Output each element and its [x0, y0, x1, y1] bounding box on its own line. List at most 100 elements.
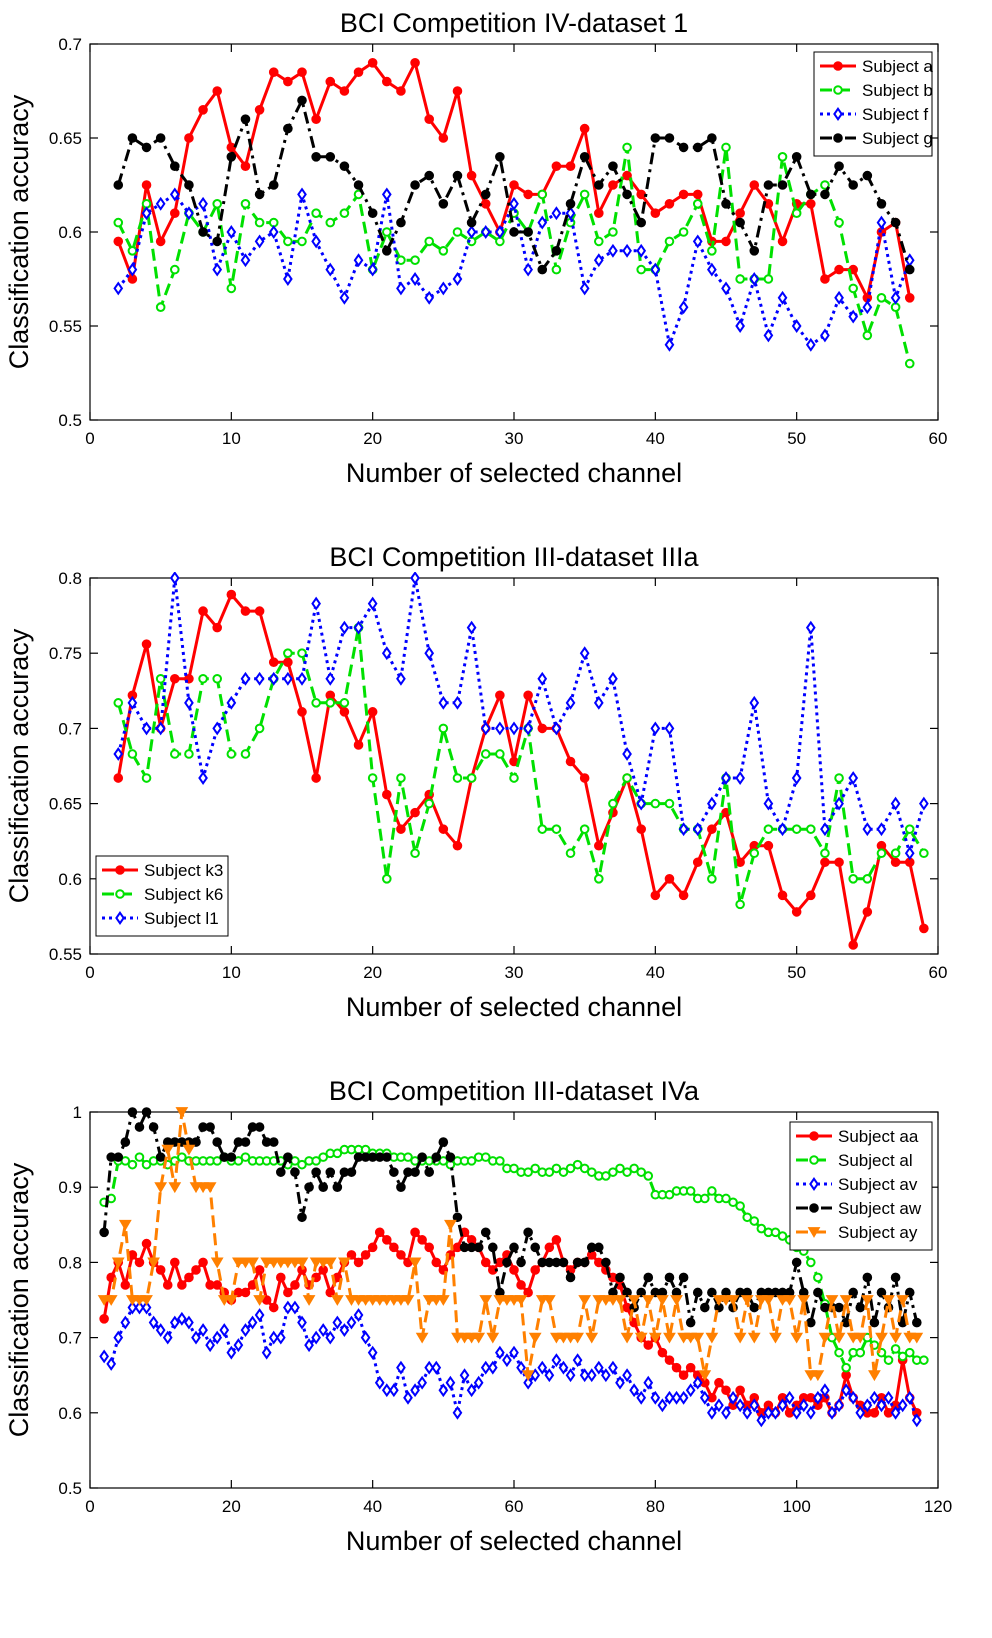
data-point: [806, 824, 816, 834]
x-tick-label: 40: [646, 429, 665, 448]
data-point: [424, 1242, 435, 1253]
data-point: [636, 264, 647, 275]
data-point: [749, 1216, 760, 1226]
data-point: [650, 133, 661, 143]
data-point: [762, 1295, 775, 1306]
data-point: [367, 208, 378, 218]
data-point: [424, 1360, 435, 1375]
data-point: [721, 236, 731, 247]
data-point: [551, 264, 562, 275]
data-point: [177, 1311, 187, 1326]
legend-label: Subject l1: [144, 909, 219, 928]
data-point: [735, 274, 745, 284]
data-point: [586, 1167, 597, 1177]
data-point: [170, 1257, 180, 1268]
data-point: [841, 1383, 851, 1398]
data-point: [177, 1280, 187, 1290]
data-point: [466, 217, 477, 228]
data-point: [438, 695, 449, 710]
data-point: [233, 1338, 244, 1353]
data-point: [869, 1390, 880, 1405]
data-point: [353, 67, 364, 77]
data-point: [480, 1257, 491, 1268]
legend-label: Subject g: [862, 129, 933, 148]
data-point: [685, 1362, 696, 1373]
data-point: [311, 208, 321, 218]
x-tick-label: 50: [787, 429, 806, 448]
x-axis-label: Number of selected channel: [346, 458, 682, 488]
data-point: [777, 890, 788, 901]
data-point: [636, 243, 647, 258]
data-point: [636, 1390, 647, 1405]
data-point: [664, 1189, 675, 1200]
data-point: [438, 824, 449, 834]
data-point: [360, 1330, 371, 1345]
data-point: [848, 180, 859, 190]
data-point: [487, 1360, 498, 1375]
data-point: [353, 253, 364, 268]
data-point: [551, 824, 562, 834]
data-point: [516, 1280, 526, 1290]
data-point: [868, 1370, 881, 1382]
data-point: [855, 1302, 866, 1313]
data-point: [466, 1383, 477, 1398]
data-point: [381, 646, 392, 661]
data-point: [791, 1405, 802, 1420]
data-point: [360, 1250, 371, 1260]
data-point: [155, 673, 166, 684]
data-point: [396, 671, 406, 686]
data-point: [537, 824, 548, 834]
data-point: [184, 180, 194, 190]
data-point: [622, 170, 632, 181]
data-point: [523, 1287, 533, 1298]
x-tick-label: 0: [85, 963, 94, 982]
data-point: [735, 857, 745, 868]
data-point: [763, 328, 774, 343]
data-point: [883, 1390, 894, 1405]
data-point: [834, 290, 844, 305]
data-point: [444, 1219, 457, 1231]
data-point: [297, 67, 307, 77]
data-point: [141, 639, 152, 649]
data-point: [820, 1383, 830, 1398]
data-point: [579, 189, 590, 200]
data-point: [509, 773, 519, 783]
data-point: [862, 1398, 873, 1413]
data-point: [509, 1163, 519, 1174]
data-point: [523, 690, 533, 701]
data-point: [876, 1287, 887, 1298]
data-point: [726, 1295, 740, 1306]
data-point: [714, 1398, 724, 1413]
data-point: [862, 330, 873, 341]
series-subject-av: [99, 1300, 922, 1428]
data-point: [396, 86, 406, 96]
data-point: [480, 189, 491, 200]
data-point: [240, 671, 251, 686]
data-point: [685, 1317, 696, 1328]
data-point: [523, 721, 533, 736]
data-point: [608, 180, 618, 190]
data-point: [170, 673, 180, 684]
data-point: [862, 907, 873, 917]
legend: Subject k3 Subject k6 Subject l1: [95, 855, 229, 937]
data-point: [806, 1257, 816, 1268]
data-point: [297, 707, 307, 717]
data-point: [565, 206, 576, 221]
legend-item: Subject ay: [796, 1223, 918, 1242]
data-point: [700, 1302, 710, 1313]
data-point: [544, 1242, 555, 1253]
data-point: [523, 189, 533, 200]
data-point: [735, 771, 745, 785]
data-point: [396, 773, 406, 783]
data-point: [579, 773, 590, 783]
data-point: [530, 1265, 541, 1275]
data-point: [226, 152, 237, 162]
data-point: [410, 272, 420, 286]
data-point: [325, 1287, 336, 1298]
data-point: [396, 217, 406, 228]
data-point: [210, 1257, 224, 1269]
data-point: [184, 206, 194, 221]
data-point: [198, 1257, 208, 1268]
y-tick-label: 0.5: [58, 411, 82, 430]
data-point: [777, 822, 788, 837]
